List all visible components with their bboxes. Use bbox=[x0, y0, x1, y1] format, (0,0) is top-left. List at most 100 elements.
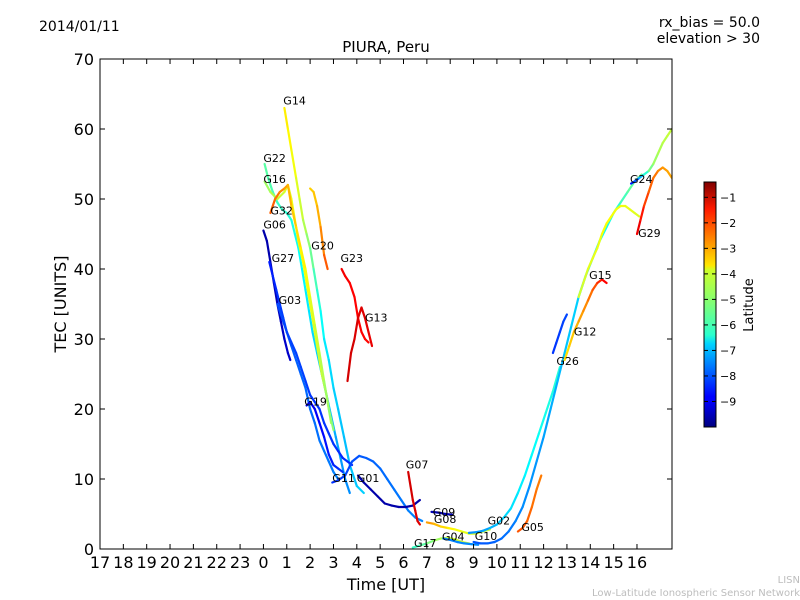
series-g26 bbox=[551, 313, 569, 355]
trace-segment bbox=[299, 246, 307, 271]
trace-segment bbox=[416, 519, 421, 526]
trace-segment bbox=[446, 536, 456, 541]
trace-segment bbox=[302, 218, 308, 236]
x-axis-label: Time [UT] bbox=[346, 575, 425, 594]
trace-segment bbox=[298, 197, 305, 222]
trace-segment bbox=[537, 411, 548, 435]
trace-segment bbox=[582, 267, 590, 285]
trace-segment bbox=[323, 337, 330, 362]
trace-segment bbox=[313, 421, 321, 442]
trace-segment bbox=[356, 306, 363, 320]
series-g05 bbox=[516, 474, 543, 533]
sat-label-g06: G06 bbox=[263, 218, 286, 231]
y-tick-label: 70 bbox=[74, 50, 94, 69]
y-axis: 0 10 20 30 40 50 60 70 bbox=[74, 50, 672, 559]
trace-segment bbox=[619, 190, 629, 204]
trace-segment bbox=[353, 295, 360, 320]
date-label: 2014/01/11 bbox=[39, 19, 120, 35]
trace-segment bbox=[535, 435, 545, 463]
trace-segment bbox=[323, 435, 330, 456]
trace-segment bbox=[386, 477, 396, 491]
trace-segment bbox=[286, 351, 292, 362]
y-tick-label: 10 bbox=[74, 470, 94, 489]
trace-segment bbox=[293, 232, 300, 250]
trace-segment bbox=[309, 407, 316, 425]
trace-segment bbox=[509, 491, 520, 510]
trace-segment bbox=[353, 316, 360, 341]
trace-segment bbox=[299, 372, 307, 390]
trace-segment bbox=[316, 344, 323, 376]
trace-segment bbox=[342, 435, 351, 467]
sat-label-g13: G13 bbox=[365, 312, 388, 325]
sat-label-g10: G10 bbox=[475, 530, 498, 543]
sat-label-g05: G05 bbox=[521, 521, 544, 534]
trace-segment bbox=[300, 267, 307, 292]
trace-segment bbox=[318, 439, 326, 453]
sat-label-g26: G26 bbox=[556, 355, 579, 368]
trace-segment bbox=[304, 267, 312, 299]
trace-segment bbox=[577, 281, 585, 299]
trace-segment bbox=[319, 225, 326, 257]
trace-segment bbox=[449, 538, 459, 544]
sat-label-g04: G04 bbox=[442, 531, 465, 544]
x-tick-label: 10 bbox=[487, 553, 507, 572]
sat-label-g03: G03 bbox=[279, 294, 302, 307]
trace-segment bbox=[610, 208, 618, 218]
trace-segment bbox=[530, 432, 541, 456]
trace-segment bbox=[309, 393, 316, 404]
trace-segment bbox=[446, 526, 456, 531]
x-tick-label: 1 bbox=[282, 553, 292, 572]
sat-label-g24: G24 bbox=[630, 173, 653, 186]
trace-segment bbox=[572, 320, 580, 334]
elevation-label: elevation > 30 bbox=[657, 31, 760, 47]
sat-label-g29: G29 bbox=[638, 227, 661, 240]
trace-segment bbox=[290, 204, 298, 229]
series-g14 bbox=[283, 106, 365, 495]
y-tick-label: 60 bbox=[74, 120, 94, 139]
trace-segment bbox=[351, 454, 361, 463]
trace-segment bbox=[286, 183, 293, 208]
y-tick-label: 0 bbox=[84, 540, 94, 559]
footer-lisn: LISN bbox=[777, 575, 800, 586]
trace-segment bbox=[290, 341, 298, 355]
trace-segment bbox=[666, 127, 672, 138]
trace-segment bbox=[323, 421, 330, 435]
series-g04 bbox=[442, 537, 480, 546]
colorbar-ticks: −1 −2 −3 −4 −5 −6 −7 −8 −9 bbox=[704, 191, 736, 408]
trace-segment bbox=[404, 504, 414, 509]
trace-segment bbox=[407, 509, 417, 519]
trace-segment bbox=[360, 330, 367, 341]
trace-segment bbox=[327, 358, 335, 390]
series-g03 bbox=[276, 302, 354, 467]
trace-segment bbox=[453, 538, 463, 544]
trace-segment bbox=[558, 320, 565, 334]
trace-segment bbox=[639, 204, 646, 222]
trace-segment bbox=[327, 453, 335, 467]
sat-label-g15: G15 bbox=[589, 269, 612, 282]
trace-segment bbox=[265, 239, 272, 264]
x-tick-label: 18 bbox=[113, 553, 133, 572]
trace-segment bbox=[562, 313, 569, 323]
trace-segment bbox=[596, 232, 604, 250]
trace-segment bbox=[549, 379, 559, 411]
series-g09 bbox=[430, 510, 454, 516]
trace-segment bbox=[332, 470, 340, 481]
series-g19 bbox=[305, 400, 344, 474]
sat-label-g14: G14 bbox=[283, 95, 306, 108]
x-tick-label: 8 bbox=[445, 553, 455, 572]
trace-segment bbox=[369, 488, 379, 498]
y-tick-label: 30 bbox=[74, 330, 94, 349]
trace-segment bbox=[530, 488, 538, 509]
trace-segment bbox=[486, 540, 496, 545]
x-tick-label: 19 bbox=[137, 553, 157, 572]
trace-segment bbox=[409, 484, 414, 502]
trace-segment bbox=[327, 407, 335, 432]
trace-segment bbox=[281, 316, 288, 334]
trace-segment bbox=[295, 176, 301, 201]
trace-segment bbox=[276, 201, 284, 211]
trace-segment bbox=[563, 323, 573, 355]
sat-label-g32: G32 bbox=[270, 204, 293, 217]
trace-segment bbox=[363, 316, 370, 334]
trace-segment bbox=[309, 246, 315, 271]
